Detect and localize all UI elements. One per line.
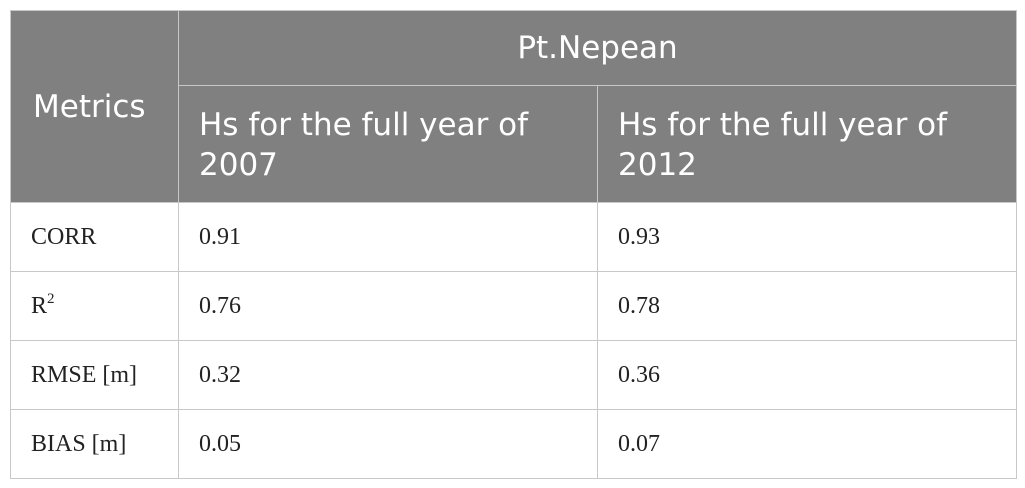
site-header: Pt.Nepean bbox=[177, 10, 1018, 86]
cell-2007: 0.32 bbox=[178, 340, 598, 410]
header-row-years: Hs for the full year of 2007 Hs for the … bbox=[11, 85, 1018, 203]
cell-2012: 0.36 bbox=[596, 340, 1018, 410]
column-header-2007: Hs for the full year of 2007 bbox=[178, 85, 598, 203]
row-label-corr: CORR bbox=[10, 202, 179, 272]
row-label-rmse: RMSE [m] bbox=[10, 340, 179, 410]
header-row-site: Metrics Pt.Nepean bbox=[10, 10, 1018, 203]
cell-2007: 0.76 bbox=[178, 271, 598, 341]
cell-2012: 0.07 bbox=[596, 409, 1018, 479]
cell-2007: 0.91 bbox=[178, 202, 598, 272]
row-label-r-squared: R2 bbox=[10, 271, 179, 341]
cell-2007: 0.05 bbox=[178, 409, 598, 479]
table-row: R2 0.76 0.78 bbox=[10, 271, 1018, 341]
table-row: RMSE [m] 0.32 0.36 bbox=[10, 340, 1018, 410]
row-label-superscript: 2 bbox=[47, 290, 55, 307]
cell-2012: 0.78 bbox=[596, 271, 1018, 341]
row-label-bias: BIAS [m] bbox=[10, 409, 179, 479]
column-header-2012: Hs for the full year of 2012 bbox=[596, 85, 1018, 203]
table-row: BIAS [m] 0.05 0.07 bbox=[10, 409, 1018, 479]
row-label-text: R bbox=[31, 292, 48, 319]
table-row: CORR 0.91 0.93 bbox=[10, 202, 1018, 272]
metrics-table: Metrics Pt.Nepean Hs for the full year o… bbox=[10, 10, 1018, 479]
row-label-text: RMSE [m] bbox=[31, 361, 138, 388]
row-label-text: BIAS [m] bbox=[31, 430, 127, 457]
metrics-column-header: Metrics bbox=[10, 10, 179, 203]
cell-2012: 0.93 bbox=[596, 202, 1018, 272]
row-label-text: CORR bbox=[31, 223, 97, 250]
